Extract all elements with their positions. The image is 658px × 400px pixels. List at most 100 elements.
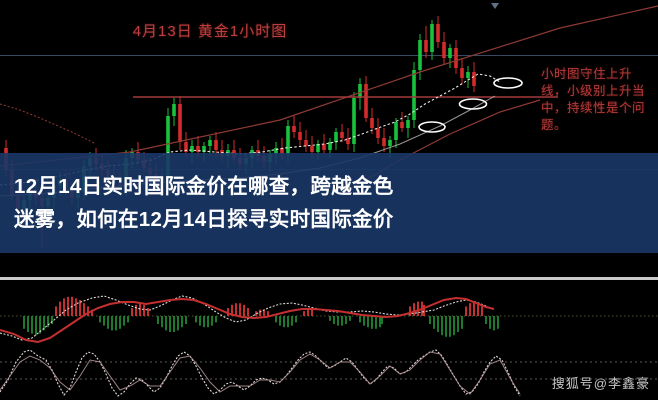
candle-body: [472, 72, 476, 86]
candle-body: [388, 140, 392, 146]
candle-body: [322, 144, 326, 150]
macd-bar: [91, 309, 93, 316]
downtrend-line-left: [0, 103, 97, 145]
candle-body: [454, 48, 458, 68]
macd-bar: [43, 316, 45, 331]
macd-bar: [103, 316, 105, 326]
macd-bar: [485, 316, 487, 324]
macd-bar: [119, 316, 121, 329]
macd-bar: [379, 316, 381, 328]
candle-body: [466, 72, 470, 78]
macd-bar: [341, 316, 343, 326]
candle-body: [196, 146, 200, 152]
candle-body: [418, 40, 422, 70]
candle-body: [364, 84, 368, 118]
candle-body: [202, 146, 206, 152]
macd-bar: [375, 316, 377, 329]
macd-bar: [235, 303, 237, 316]
chart-annotation-text: 小时图守住上升线，小级别上升当中，持续性是个问题。: [541, 67, 646, 132]
macd-bar: [67, 296, 69, 316]
macd-bar: [359, 316, 361, 323]
macd-bar: [363, 316, 365, 326]
candle-body: [358, 84, 362, 98]
candle-body: [340, 132, 344, 138]
macd-bar: [295, 316, 297, 323]
macd-bar: [147, 308, 149, 316]
macd-bar: [169, 316, 171, 332]
candle-body: [298, 132, 302, 140]
macd-bar: [453, 316, 455, 336]
macd-bar: [75, 298, 77, 316]
macd-bar: [165, 316, 167, 331]
candle-body: [352, 98, 356, 144]
annotation-ellipse-3: [493, 77, 523, 89]
macd-bar: [329, 316, 331, 321]
macd-bar: [259, 309, 261, 316]
macd-bar: [337, 316, 339, 326]
candle-body: [292, 126, 296, 132]
macd-bar: [349, 316, 351, 321]
macd-bar: [111, 316, 113, 331]
macd-bar: [157, 316, 159, 324]
macd-bar: [465, 306, 467, 316]
macd-bar: [263, 309, 265, 316]
macd-bar: [283, 316, 285, 328]
candle-body: [436, 24, 440, 42]
candle-body: [328, 142, 332, 150]
macd-bar: [493, 316, 495, 331]
macd-bar: [243, 304, 245, 316]
candle-body: [346, 138, 350, 144]
article-title: 12月14日实时国际金价在哪查，跨越金色 迷雾，如何在12月14日探寻实时国际金…: [0, 153, 658, 253]
macd-bar: [311, 309, 313, 316]
macd-bar: [457, 316, 459, 332]
macd-bar: [27, 316, 29, 332]
oscillator-k-line: [0, 349, 521, 397]
macd-bar: [79, 300, 81, 316]
candle-body: [430, 24, 434, 52]
candle-body: [400, 122, 404, 128]
macd-bar: [367, 316, 369, 328]
candle-body: [280, 148, 284, 154]
macd-bar: [477, 303, 479, 316]
macd-bar: [437, 316, 439, 332]
macd-bar: [429, 316, 431, 324]
macd-bar: [87, 306, 89, 316]
candle-body: [448, 48, 452, 58]
candle-body: [178, 104, 182, 142]
macd-bar: [247, 308, 249, 316]
candle-body: [166, 116, 170, 176]
macd-bar: [107, 316, 109, 329]
watermark-text: 搜狐号@李鑫豪: [551, 376, 650, 391]
annotation-ellipse-1: [418, 121, 446, 133]
macd-bar: [83, 303, 85, 316]
candle-body: [316, 144, 320, 152]
macd-bar: [139, 303, 141, 316]
macd-bar: [231, 304, 233, 316]
macd-bar: [207, 316, 209, 328]
macd-bar: [307, 309, 309, 316]
macd-bar: [135, 304, 137, 316]
macd-bar: [35, 316, 37, 336]
macd-bar: [39, 316, 41, 334]
macd-bar: [99, 316, 101, 323]
macd-bar: [381, 316, 383, 324]
macd-bar: [267, 311, 269, 316]
candle-body: [394, 122, 398, 140]
candle-body: [334, 132, 338, 142]
macd-bar: [413, 303, 415, 316]
candle-body: [172, 104, 176, 116]
candle-body: [190, 146, 194, 152]
macd-bar: [469, 303, 471, 316]
macd-bar: [195, 316, 197, 323]
macd-bar: [131, 308, 133, 316]
article-title-line-1: 12月14日实时国际金价在哪查，跨越金色: [14, 175, 394, 198]
macd-bar: [441, 316, 443, 336]
macd-bar: [433, 316, 435, 329]
macd-bar: [255, 311, 257, 316]
candle-body: [412, 70, 416, 120]
candle-body: [424, 40, 428, 52]
candle-body: [376, 128, 380, 138]
macd-bar: [239, 303, 241, 316]
macd-bar: [215, 316, 217, 323]
macd-bar: [449, 316, 451, 337]
